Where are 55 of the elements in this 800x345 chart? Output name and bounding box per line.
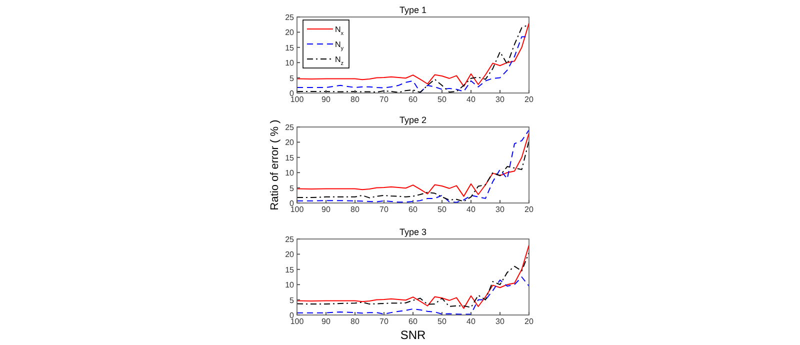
- x-tick-label: 100: [290, 317, 304, 326]
- legend-label: N$_{z}$: [335, 55, 344, 67]
- y-tick-label: 10: [285, 280, 295, 290]
- x-tick-label: 40: [466, 95, 476, 104]
- y-tick-label: 5: [290, 74, 295, 83]
- x-tick-label: 40: [466, 205, 476, 214]
- y-tick-label: 25: [285, 235, 295, 244]
- x-tick-label: 60: [408, 317, 418, 326]
- x-tick-label: 20: [524, 95, 534, 104]
- y-tick-label: 15: [285, 43, 295, 52]
- x-tick-label: 90: [322, 95, 331, 104]
- x-tick-label: 70: [380, 95, 389, 104]
- y-axis-title: Ratio of error ( % ): [269, 120, 281, 210]
- chart-title: Type 3: [399, 227, 427, 237]
- line-series: [297, 140, 529, 202]
- y-tick-label: 15: [285, 153, 295, 162]
- y-tick-label: 15: [285, 265, 295, 274]
- y-tick-label: 20: [285, 138, 295, 148]
- x-tick-label: 70: [380, 317, 389, 326]
- x-tick-label: 30: [496, 95, 505, 104]
- legend-label: N$_{y}$: [335, 40, 344, 52]
- x-tick-label: 70: [380, 205, 389, 214]
- x-tick-label: 50: [438, 95, 447, 104]
- x-tick-label: 30: [496, 317, 505, 326]
- x-tick-label: 100: [290, 95, 304, 104]
- x-tick-label: 30: [496, 205, 505, 214]
- line-series: [297, 276, 529, 315]
- y-tick-label: 20: [285, 28, 295, 38]
- x-tick-label: 40: [466, 317, 476, 326]
- y-tick-label: 20: [285, 250, 295, 260]
- x-tick-label: 20: [524, 205, 534, 214]
- chart-title: Type 2: [399, 115, 427, 125]
- y-tick-label: 25: [285, 13, 295, 22]
- x-tick-label: 90: [322, 317, 331, 326]
- y-tick-label: 10: [285, 58, 295, 68]
- y-tick-label: 5: [290, 184, 295, 193]
- x-tick-label: 60: [408, 205, 418, 214]
- legend-label: N$_{x}$: [335, 25, 344, 37]
- x-tick-label: 80: [350, 317, 360, 326]
- x-tick-label: 60: [408, 95, 418, 104]
- x-tick-label: 90: [322, 205, 331, 214]
- x-tick-label: 50: [438, 205, 447, 214]
- x-tick-label: 80: [350, 205, 360, 214]
- y-tick-label: 0: [290, 199, 295, 208]
- x-tick-label: 50: [438, 317, 447, 326]
- chart-title: Type 1: [399, 5, 427, 15]
- y-tick-label: 25: [285, 123, 295, 132]
- y-tick-label: 10: [285, 168, 295, 178]
- y-tick-label: 0: [290, 89, 295, 98]
- x-tick-label: 80: [350, 95, 360, 104]
- y-tick-label: 5: [290, 296, 295, 305]
- x-tick-label: 20: [524, 317, 534, 326]
- x-tick-label: 100: [290, 205, 304, 214]
- x-axis-title: SNR: [400, 328, 426, 342]
- y-tick-label: 0: [290, 311, 295, 320]
